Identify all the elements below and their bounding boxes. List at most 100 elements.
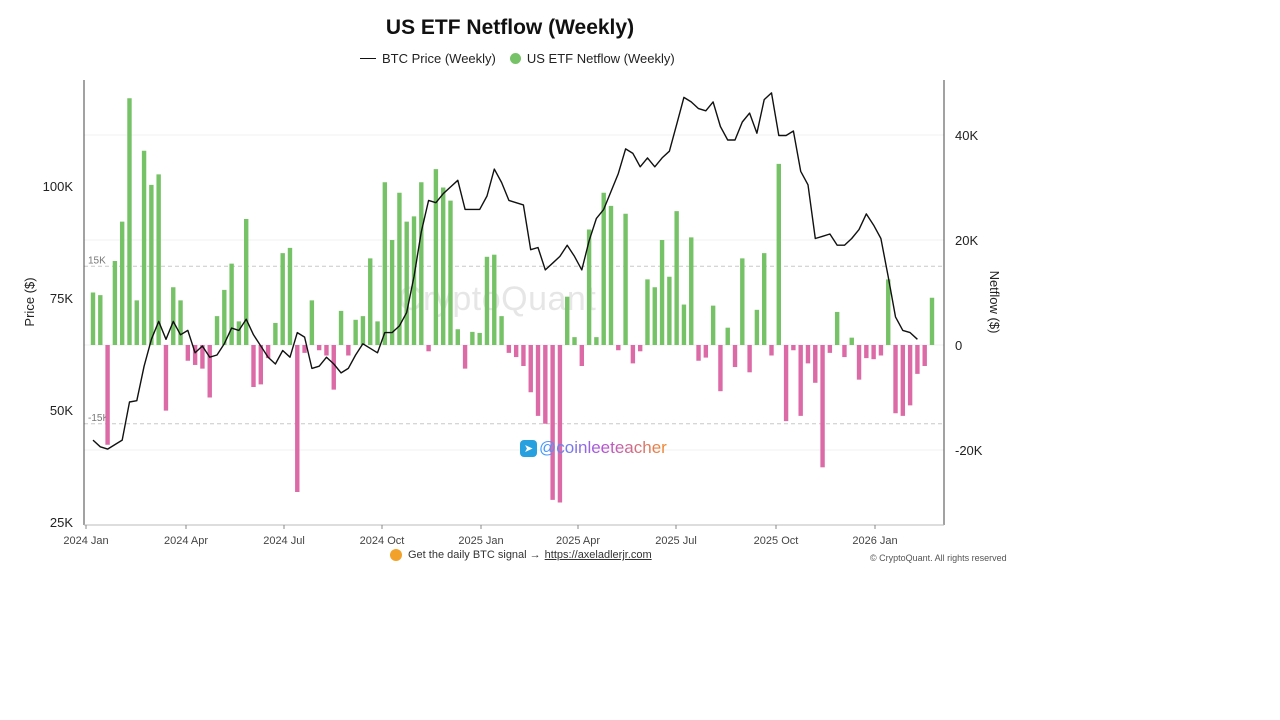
netflow-bar [119, 221, 125, 346]
right-tick-label: 40K [955, 128, 978, 143]
netflow-bar [820, 345, 825, 468]
netflow-bar [689, 237, 694, 346]
netflow-bar [360, 316, 366, 346]
netflow-bar [594, 337, 599, 346]
netflow-bar [834, 311, 840, 345]
netflow-bar [156, 174, 161, 346]
netflow-bar [791, 345, 796, 351]
overlay-tag: ➤ @coinleeteacher [520, 438, 667, 458]
netflow-bar [506, 345, 512, 353]
netflow-bar [258, 345, 263, 385]
netflow-bar [346, 345, 351, 356]
netflow-bar [696, 345, 701, 361]
signal-text: Get the daily BTC signal → [408, 549, 541, 561]
netflow-bar [178, 300, 183, 346]
netflow-bar [586, 229, 592, 345]
netflow-bar [280, 253, 285, 346]
netflow-bar [287, 247, 293, 346]
netflow-bar [535, 345, 541, 416]
netflow-bar [462, 345, 468, 369]
netflow-bar [382, 182, 388, 345]
signal-link[interactable]: https://axeladlerjr.com [544, 549, 652, 561]
netflow-bar [798, 345, 803, 416]
netflow-bar [710, 305, 716, 346]
netflow-bar [900, 345, 906, 416]
netflow-bar [543, 345, 548, 424]
x-tick-label: 2024 Jan [63, 535, 108, 547]
netflow-bar [907, 345, 913, 406]
netflow-bar [528, 345, 533, 393]
netflow-bar [652, 287, 657, 345]
netflow-bar [273, 322, 278, 345]
netflow-bar [397, 192, 402, 345]
copyright: © CryptoQuant. All rights reserved [870, 553, 1007, 563]
netflow-bar [616, 345, 621, 351]
netflow-bar [718, 345, 723, 392]
netflow-bar [389, 240, 395, 345]
netflow-bar [667, 276, 672, 345]
netflow-bar [222, 289, 227, 346]
netflow-bar [754, 309, 760, 345]
x-tick-label: 2025 Jan [458, 535, 503, 547]
netflow-bar [608, 205, 614, 346]
legend-line-swatch [360, 57, 376, 59]
telegram-icon: ➤ [520, 439, 537, 457]
netflow-bar [929, 297, 935, 345]
netflow-bar [922, 345, 927, 366]
netflow-bar [871, 345, 876, 360]
netflow-bar [171, 287, 176, 345]
left-tick-label: 50K [50, 403, 73, 418]
netflow-bar [316, 345, 322, 351]
netflow-bar [141, 150, 147, 345]
netflow-bar [127, 98, 132, 345]
right-tick-label: 0 [955, 338, 962, 353]
netflow-bar [426, 345, 431, 352]
reference-line-label: -15K [88, 413, 109, 424]
legend-price-label[interactable]: BTC Price (Weekly) [382, 50, 496, 66]
netflow-bar [703, 345, 709, 358]
legend-netflow-label[interactable]: US ETF Netflow (Weekly) [526, 50, 675, 66]
netflow-bar [805, 345, 811, 364]
netflow-bar [856, 345, 862, 380]
netflow-bar [200, 345, 205, 369]
netflow-bar [915, 345, 920, 374]
netflow-bar [893, 345, 898, 414]
netflow-bar [470, 331, 475, 346]
netflow-bar [353, 319, 358, 345]
axes-layer: 25K 50K 75K 100K -20K 0 20K 40K Price ($) Netflow… [22, 80, 1002, 547]
x-tick-label: 2025 Oct [754, 535, 799, 547]
netflow-bar [404, 221, 409, 346]
netflow-bar [368, 258, 373, 346]
legend: BTC Price (Weekly) US ETF Netflow (Weekl… [360, 49, 675, 67]
netflow-bar [440, 187, 446, 345]
btc-price-line [92, 92, 918, 450]
netflow-bar [623, 213, 628, 345]
netflow-bar [740, 258, 745, 346]
netflow-bar [565, 296, 570, 345]
netflow-bar [251, 345, 256, 387]
netflow-bar [864, 345, 869, 359]
coin-icon [390, 549, 402, 561]
chart-title: US ETF Netflow (Weekly) [385, 16, 635, 39]
netflow-bar [783, 345, 789, 422]
netflow-bar [185, 345, 191, 361]
netflow-bar [302, 345, 307, 353]
netflow-bar [236, 321, 242, 346]
right-axis-title: Netflow ($) [987, 271, 1002, 334]
netflow-bar [842, 345, 847, 358]
netflow-bar [90, 292, 96, 345]
x-tick-label: 2025 Apr [556, 535, 600, 547]
right-tick-label: -20K [955, 443, 983, 458]
netflow-bar [149, 184, 154, 346]
footer-signal: Get the daily BTC signal → https://axela… [390, 549, 652, 561]
netflow-bar [163, 345, 169, 411]
netflow-bar [579, 345, 585, 366]
netflow-bar [433, 169, 439, 346]
netflow-bar [849, 337, 854, 345]
netflow-bar [878, 345, 884, 356]
netflow-bar [659, 240, 665, 345]
overlay-handle: @coinleeteacher [539, 438, 667, 457]
x-tick-label: 2026 Jan [852, 535, 897, 547]
grid-layer: 15K -15K [84, 134, 944, 451]
